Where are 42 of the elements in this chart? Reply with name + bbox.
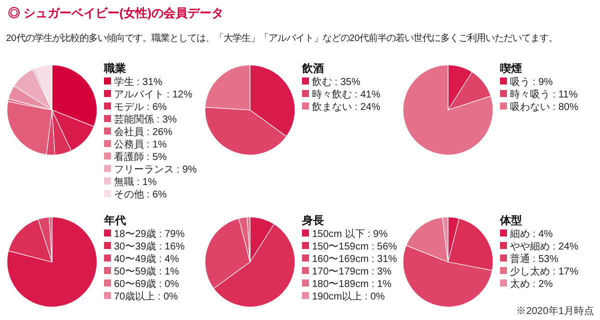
legend-label: 芸能関係 : 3% [114, 114, 177, 126]
legend-label: 時々吸う : 11% [510, 88, 578, 100]
legend-label: 看護師 : 5% [114, 151, 167, 163]
legend-label: 180〜189cm : 1% [312, 279, 392, 290]
text: 20代の学生が比較的多い傾向です。職業としては、「大学生」「アルバイト」などの20代前半の若い世代に多くご利用いただいてます。 [6, 33, 558, 43]
legend-label: 飲まない : 24% [312, 102, 380, 113]
legend-label: 190cm以上 : 0% [312, 290, 385, 302]
legend-label: 無職 : 1% [114, 176, 157, 188]
chart-title: 職業 [103, 62, 126, 75]
legend-label: 太め : 2% [510, 278, 553, 290]
legend-label: 60〜69歳 : 0% [114, 278, 180, 290]
legend-label: 170〜179cm : 3% [312, 266, 392, 278]
legend-label: 学生 : 31% [114, 76, 162, 88]
legend-label: 50〜59歳 : 1% [114, 266, 180, 278]
legend-label: モデル : 6% [114, 102, 167, 113]
legend-label: 時々飲む : 41% [312, 88, 380, 100]
text: ◎ シュガーベイビー(女性)の会員データ [8, 6, 224, 20]
legend-label: 30〜39歳 : 16% [114, 240, 185, 252]
chart-title: 身長 [301, 214, 324, 227]
legend-label: 18〜29歳 : 79% [114, 228, 185, 240]
legend-label: やや細め : 24% [510, 242, 578, 252]
chart-title: 喫煙 [500, 62, 522, 75]
legend-label: フリーランス : 9% [114, 164, 197, 176]
legend-label: 少し太め : 17% [510, 266, 578, 278]
legend-label: 150〜159cm : 56% [312, 242, 398, 252]
legend-label: 公務員 : 1% [114, 138, 167, 150]
legend-label: 160〜169cm : 31% [312, 254, 398, 265]
legend-label: 普通 : 53% [510, 253, 558, 265]
legend-label: 150cm 以下 : 9% [312, 228, 388, 240]
legend-label: 40〜49歳 : 4% [114, 253, 180, 265]
legend-label: 吸う : 9% [510, 77, 553, 88]
legend-label: 細め : 4% [509, 229, 553, 240]
legend-label: 会社員 : 26% [114, 126, 172, 138]
legend-label: 70歳以上 : 0% [114, 290, 178, 302]
chart-title: 飲酒 [301, 62, 324, 75]
chart-title: 年代 [103, 214, 126, 227]
legend-label: 吸わない : 80% [510, 102, 578, 113]
chart-title: 体型 [499, 214, 522, 227]
legend-label: その他 : 6% [114, 188, 167, 200]
legend-label: アルバイト : 12% [114, 90, 192, 100]
legend-label: 飲む : 35% [312, 77, 360, 88]
text: ※2020年1月時点 [516, 305, 594, 317]
